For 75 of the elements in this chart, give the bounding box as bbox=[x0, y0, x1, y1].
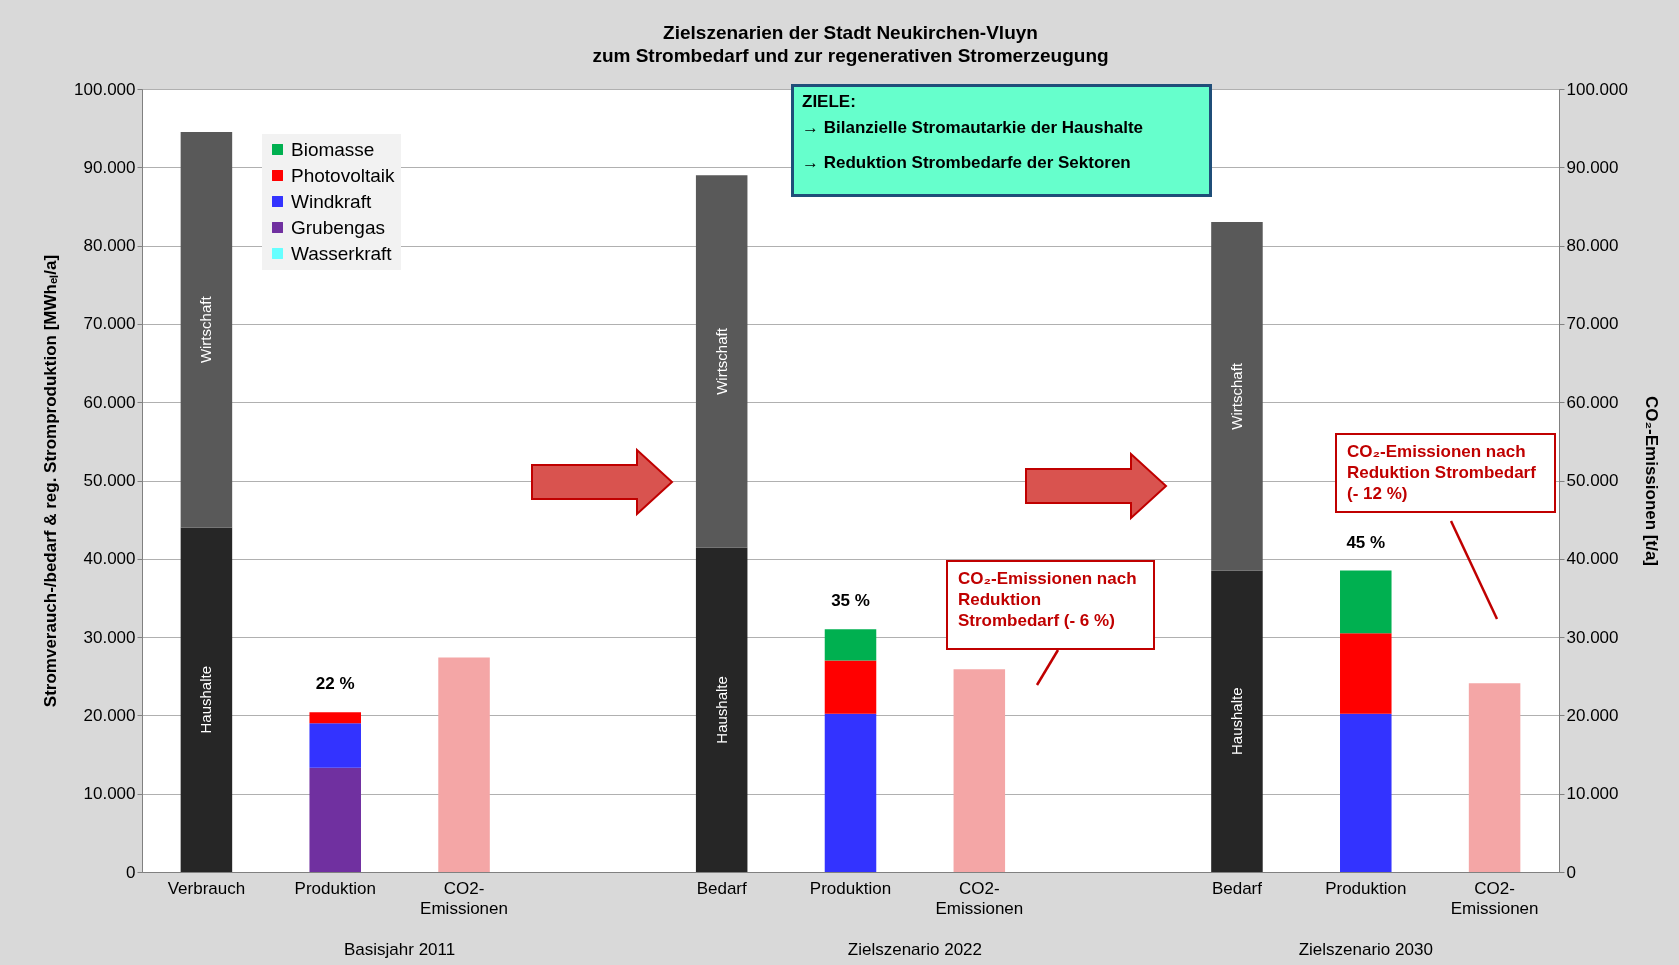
annotation: ZIELE: bbox=[802, 92, 856, 112]
y-tick-label: 30.000 bbox=[83, 627, 136, 647]
bar bbox=[1340, 570, 1392, 634]
bar bbox=[1211, 222, 1263, 571]
series-label: Haushalte bbox=[197, 665, 215, 734]
y2-tick-label: 80.000 bbox=[1566, 236, 1619, 256]
bar bbox=[438, 657, 490, 872]
annotation: 45 % bbox=[1346, 532, 1386, 552]
y-tick-label: 10.000 bbox=[83, 784, 136, 804]
y2-tick-label: 30.000 bbox=[1566, 627, 1619, 647]
y-tick-label: 100.000 bbox=[74, 79, 136, 99]
bar bbox=[824, 713, 877, 872]
legend-label: Biomasse bbox=[291, 138, 375, 160]
y-axis-title: Stromverauch-/bedarf & reg. Stromproduktion [MWhₑₗ/a] bbox=[41, 254, 61, 708]
bar bbox=[309, 767, 361, 872]
text: Basisjahr 2011 bbox=[344, 940, 456, 960]
y2-tick-label: 0 bbox=[1566, 862, 1576, 882]
text: Haushalte bbox=[1227, 687, 1245, 756]
bar bbox=[824, 629, 877, 661]
bar bbox=[695, 547, 748, 872]
legend-label: Windkraft bbox=[291, 190, 372, 212]
bar bbox=[1340, 633, 1392, 714]
annotation: 35 % bbox=[831, 591, 870, 611]
bar bbox=[1211, 570, 1263, 872]
annotation: CO₂-Emissionen nach Reduktion Strombedarf (- 12 %) bbox=[1347, 441, 1537, 504]
bar bbox=[180, 132, 233, 528]
bar bbox=[1468, 683, 1521, 872]
legend-label: Grubengas bbox=[291, 216, 386, 238]
chart-title: Zielszenarien der Stadt Neukirchen-Vluyn bbox=[663, 22, 1038, 43]
x-tick-label: Bedarf bbox=[1211, 878, 1263, 898]
text: Zielszenario 2022 bbox=[847, 940, 983, 960]
y2-tick-label: 70.000 bbox=[1566, 314, 1619, 334]
annotation: → Reduktion Strombedarfe der Sektoren bbox=[802, 153, 1131, 173]
y-tick-label: 60.000 bbox=[83, 392, 136, 412]
x-tick-label: Bedarf bbox=[696, 878, 747, 898]
text: Wirtschaft bbox=[1227, 362, 1245, 430]
y2-tick-label: 100.000 bbox=[1566, 79, 1628, 99]
x-tick-label: CO2-Emissionen bbox=[420, 878, 508, 918]
legend-label: Wasserkraft bbox=[291, 242, 393, 264]
annotation: → Bilanzielle Stromautarkie der Haushalte bbox=[802, 118, 1144, 138]
bar bbox=[309, 712, 361, 724]
x-tick-label: CO2-Emissionen bbox=[1450, 878, 1539, 918]
text: Wirtschaft bbox=[712, 328, 730, 395]
bar bbox=[309, 723, 361, 768]
y2-tick-label: 10.000 bbox=[1566, 784, 1619, 804]
y-tick-label: 40.000 bbox=[83, 549, 136, 569]
bar bbox=[824, 660, 877, 714]
y-tick-label: 70.000 bbox=[83, 314, 136, 334]
series-label: Wirtschaft bbox=[197, 295, 215, 364]
bar bbox=[1340, 713, 1392, 872]
x-tick-label: Produktion bbox=[809, 878, 892, 898]
annotation: CO₂-Emissionen nach Reduktion Strombedarf (- 6 %) bbox=[958, 568, 1138, 631]
y-tick-label: 20.000 bbox=[83, 705, 136, 725]
bar bbox=[180, 527, 233, 872]
x-tick-label: CO2-Emissionen bbox=[935, 878, 1024, 918]
text: Zielszenario 2030 bbox=[1298, 940, 1433, 960]
y2-axis-title: CO₂-Emissionen [t/a] bbox=[1641, 395, 1661, 567]
y2-tick-label: 60.000 bbox=[1566, 392, 1619, 412]
y2-tick-label: 20.000 bbox=[1566, 705, 1619, 725]
text: Haushalte bbox=[712, 676, 730, 744]
x-tick-label: Verbrauch bbox=[167, 878, 246, 898]
y-tick-label: 0 bbox=[126, 862, 136, 882]
y2-tick-label: 50.000 bbox=[1566, 471, 1619, 490]
y-tick-label: 90.000 bbox=[83, 157, 136, 177]
y-tick-label: 50.000 bbox=[83, 471, 136, 490]
chart-subtitle: zum Strombedarf und zur regenerativen Stromerzeugung bbox=[592, 45, 1109, 66]
y2-tick-label: 90.000 bbox=[1566, 157, 1619, 177]
bar bbox=[695, 175, 748, 548]
y-tick-label: 80.000 bbox=[83, 236, 136, 256]
x-tick-label: Produktion bbox=[294, 878, 376, 898]
bar bbox=[953, 669, 1006, 872]
annotation: 22 % bbox=[315, 674, 355, 694]
legend-label: Photovoltaik bbox=[291, 164, 396, 186]
x-tick-label: Produktion bbox=[1325, 878, 1407, 898]
y2-tick-label: 40.000 bbox=[1566, 549, 1619, 569]
